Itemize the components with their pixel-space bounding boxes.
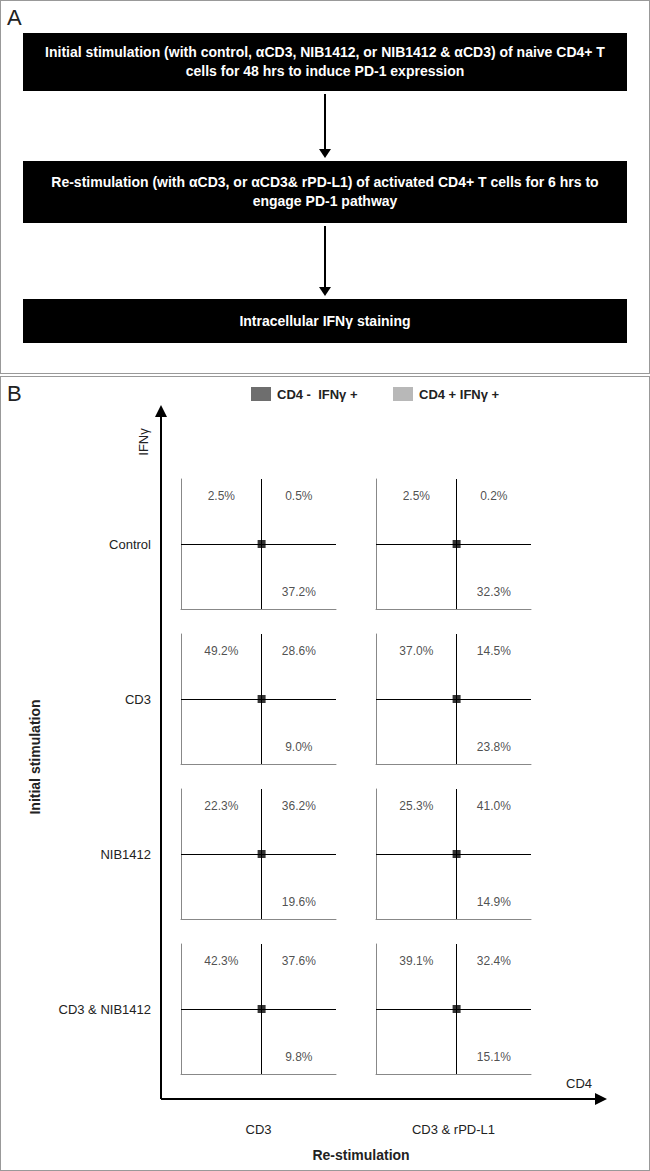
svg-text:49.2%: 49.2% [204,644,238,658]
svg-text:IFNγ: IFNγ [136,428,151,456]
svg-text:CD3: CD3 [125,692,151,707]
svg-text:36.2%: 36.2% [282,799,316,813]
svg-text:37.2%: 37.2% [282,585,316,599]
svg-text:22.3%: 22.3% [204,799,238,813]
svg-text:41.0%: 41.0% [477,799,511,813]
svg-text:9.0%: 9.0% [285,740,313,754]
svg-text:CD4 + IFNγ +: CD4 + IFNγ + [419,387,500,402]
svg-text:CD3 & rPD-L1: CD3 & rPD-L1 [412,1122,495,1137]
svg-text:25.3%: 25.3% [399,799,433,813]
svg-text:CD4: CD4 [566,1076,592,1091]
html-text:A: A [7,5,22,30]
html-text:B: B [7,381,22,406]
svg-text:15.1%: 15.1% [477,1050,511,1064]
svg-text:Control: Control [109,537,151,552]
svg-text:37.6%: 37.6% [282,954,316,968]
html-text:Initial stimulation (with cont: Initial stimulation (with control, αCD3,… [45,44,605,79]
svg-text:CD4 - IFNγ +: CD4 - IFNγ + [277,387,358,402]
svg-text:NIB1412: NIB1412 [100,847,151,862]
svg-text:2.5%: 2.5% [403,489,431,503]
svg-text:37.0%: 37.0% [399,644,433,658]
svg-text:28.6%: 28.6% [282,644,316,658]
svg-text:0.5%: 0.5% [285,489,313,503]
svg-text:2.5%: 2.5% [208,489,236,503]
svg-text:23.8%: 23.8% [477,740,511,754]
svg-text:32.3%: 32.3% [477,585,511,599]
svg-text:14.5%: 14.5% [477,644,511,658]
html-text:Re-stimulation (with αCD3, or: Re-stimulation (with αCD3, or αCD3& rPD-… [51,174,599,209]
svg-text:0.2%: 0.2% [480,489,508,503]
svg-text:39.1%: 39.1% [399,954,433,968]
svg-text:CD3: CD3 [245,1122,271,1137]
svg-text:Initial stimulation: Initial stimulation [27,699,43,814]
svg-text:Re-stimulation: Re-stimulation [312,1147,409,1163]
html-text:Intracellular IFNγ staining: Intracellular IFNγ staining [239,312,411,329]
svg-text:14.9%: 14.9% [477,895,511,909]
svg-text:42.3%: 42.3% [204,954,238,968]
svg-text:CD3 & NIB1412: CD3 & NIB1412 [59,1002,152,1017]
svg-text:32.4%: 32.4% [477,954,511,968]
svg-text:9.8%: 9.8% [285,1050,313,1064]
svg-text:19.6%: 19.6% [282,895,316,909]
